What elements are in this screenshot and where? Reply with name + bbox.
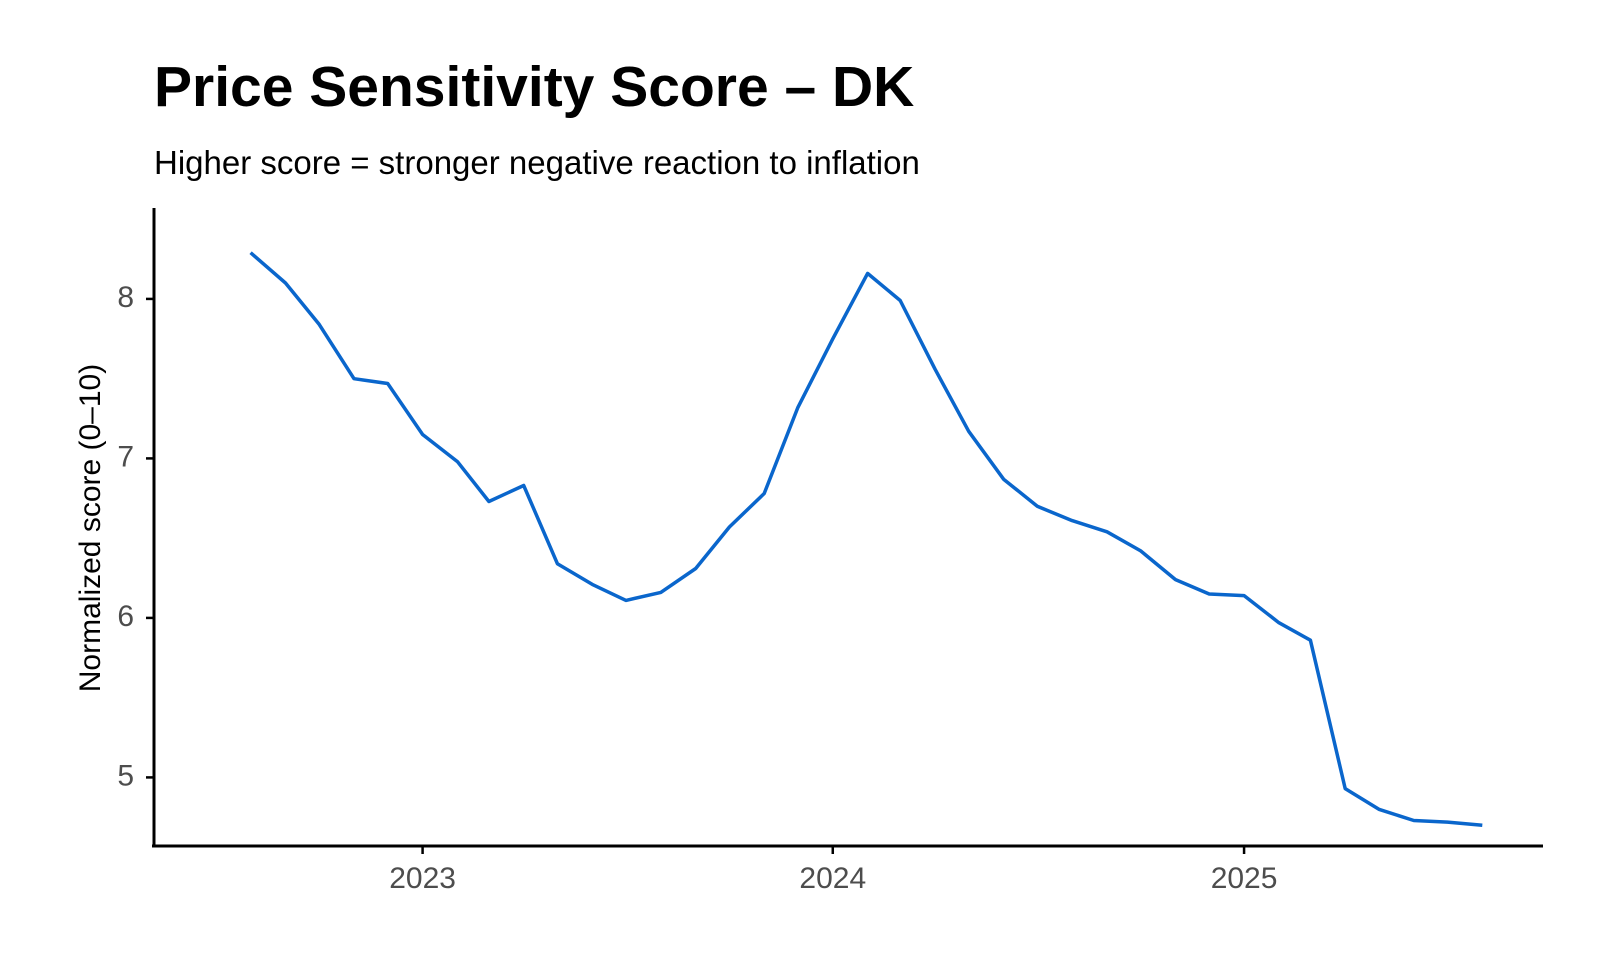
y-tick-label: 6 — [117, 600, 134, 633]
y-tick-label: 8 — [117, 281, 134, 314]
y-axis-ticks: 5 6 7 8 — [117, 281, 154, 792]
x-tick-label: 2024 — [799, 862, 866, 895]
chart-subtitle: Higher score = stronger negative reactio… — [154, 144, 920, 181]
chart-marks — [249, 251, 1483, 828]
x-tick-label: 2023 — [389, 862, 456, 895]
y-axis-title: Normalized score (0–10) — [74, 364, 107, 692]
series-line — [249, 251, 1483, 828]
y-tick-label: 7 — [117, 440, 134, 473]
x-tick-label: 2025 — [1211, 862, 1278, 895]
x-axis-ticks: 2023 2024 2025 — [389, 846, 1277, 895]
y-tick-label: 5 — [117, 759, 134, 792]
chart-title: Price Sensitivity Score – DK — [154, 55, 915, 119]
